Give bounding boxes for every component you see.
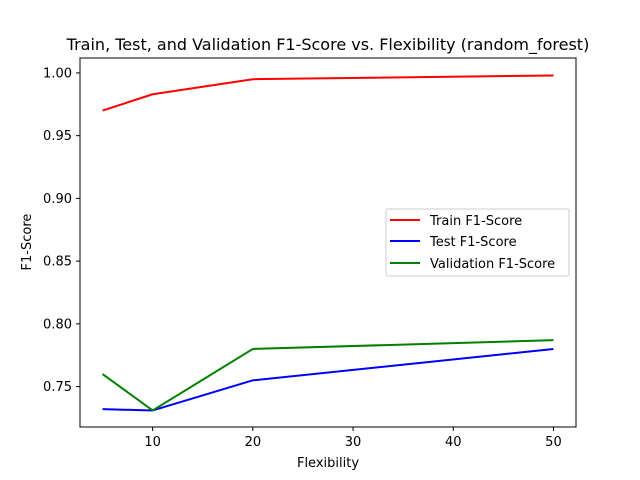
series-line-test (102, 347, 554, 412)
plot-border (79, 57, 577, 428)
series-line-validation (101, 339, 554, 412)
y-tick-label: 0.95 (43, 129, 72, 144)
legend-label-test: Test F1-Score (429, 235, 517, 250)
legend: Train F1-Score Test F1-Score Validation … (385, 208, 570, 277)
y-axis-ticks: 0.75 0.80 0.85 0.90 0.95 1.00 (43, 66, 80, 395)
x-tick-label: 10 (144, 435, 161, 450)
y-tick-label: 0.85 (43, 255, 72, 270)
legend-box (385, 208, 570, 277)
plot-area (79, 57, 577, 428)
legend-label-train: Train F1-Score (429, 214, 522, 229)
x-axis-label: Flexibility (297, 456, 359, 471)
x-tick-label: 40 (445, 435, 462, 450)
chart-title: Train, Test, and Validation F1-Score vs.… (66, 35, 590, 55)
y-tick-label: 0.75 (43, 380, 72, 395)
x-axis-ticks: 10 20 30 40 50 (144, 427, 562, 450)
y-tick-label: 0.80 (43, 317, 72, 332)
series-lines (101, 74, 554, 412)
legend-label-validation: Validation F1-Score (430, 257, 555, 272)
series-line-train (102, 74, 554, 112)
x-tick-label: 50 (545, 435, 562, 450)
x-tick-label: 30 (345, 435, 362, 450)
x-tick-label: 20 (245, 435, 262, 450)
y-tick-label: 1.00 (43, 66, 72, 81)
y-tick-label: 0.90 (43, 192, 72, 207)
y-axis-label: F1-Score (20, 214, 35, 271)
